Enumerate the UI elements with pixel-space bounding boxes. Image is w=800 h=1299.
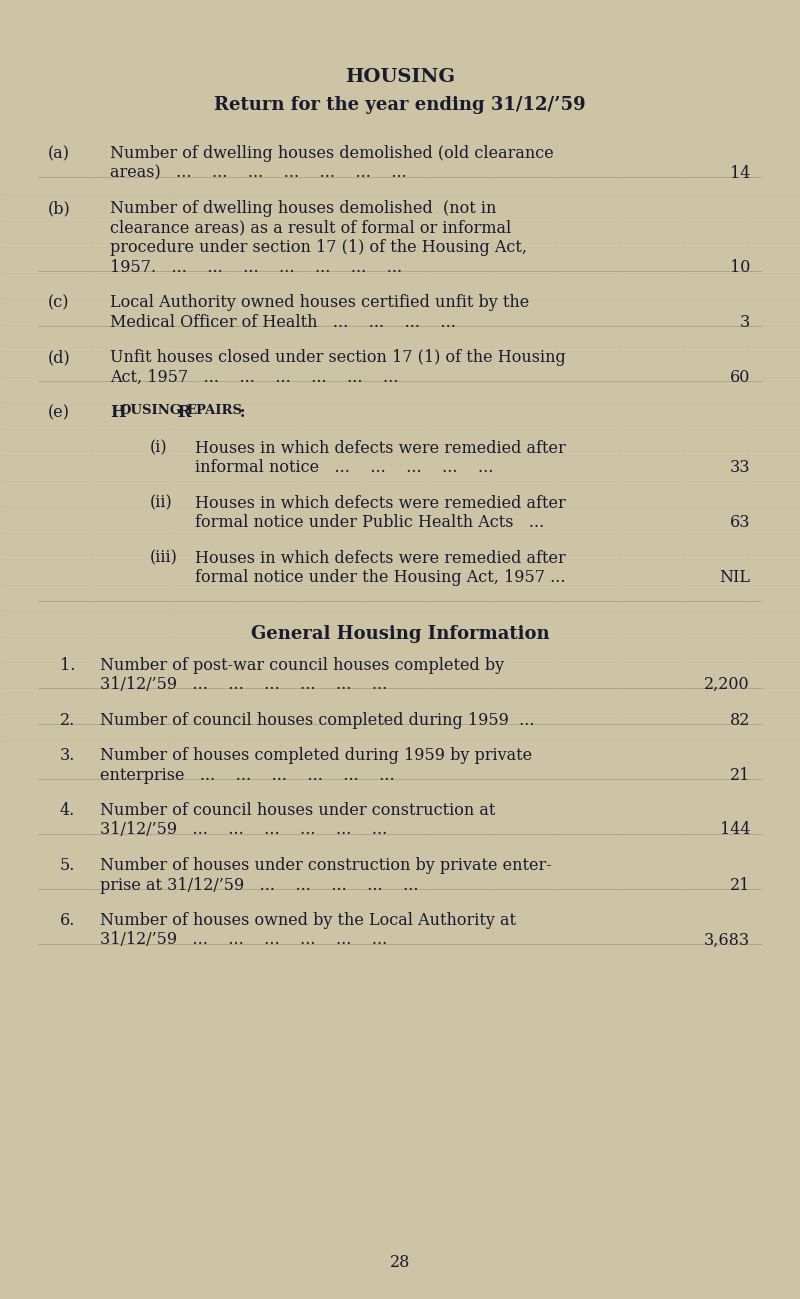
Text: 21: 21 (730, 766, 750, 783)
Text: 2.: 2. (60, 712, 75, 729)
Text: Unfit houses closed under section 17 (1) of the Housing: Unfit houses closed under section 17 (1)… (110, 349, 566, 366)
Text: 4.: 4. (60, 801, 75, 818)
Text: (a): (a) (48, 145, 70, 162)
Text: Number of council houses under construction at: Number of council houses under construct… (100, 801, 495, 818)
Text: 28: 28 (390, 1254, 410, 1270)
Text: Houses in which defects were remedied after: Houses in which defects were remedied af… (195, 495, 566, 512)
Text: 144: 144 (719, 821, 750, 838)
Text: H: H (110, 404, 126, 421)
Text: Local Authority owned houses certified unfit by the: Local Authority owned houses certified u… (110, 294, 530, 310)
Text: Houses in which defects were remedied after: Houses in which defects were remedied af… (195, 439, 566, 456)
Text: HOUSING: HOUSING (345, 68, 455, 86)
Text: 3: 3 (740, 313, 750, 330)
Text: 5.: 5. (60, 857, 75, 874)
Text: formal notice under the Housing Act, 1957 ...: formal notice under the Housing Act, 195… (195, 569, 566, 586)
Text: NIL: NIL (719, 569, 750, 586)
Text: (c): (c) (48, 294, 70, 310)
Text: 21: 21 (730, 877, 750, 894)
Text: Number of dwelling houses demolished (old clearance: Number of dwelling houses demolished (ol… (110, 145, 554, 162)
Text: (e): (e) (48, 404, 70, 421)
Text: 3,683: 3,683 (704, 931, 750, 948)
Text: formal notice under Public Health Acts   ...: formal notice under Public Health Acts .… (195, 514, 544, 531)
Text: Number of council houses completed during 1959  ...: Number of council houses completed durin… (100, 712, 534, 729)
Text: :: : (234, 404, 246, 421)
Text: areas)   ...    ...    ...    ...    ...    ...    ...: areas) ... ... ... ... ... ... ... (110, 165, 406, 182)
Text: OUSING: OUSING (120, 404, 182, 417)
Text: (i): (i) (150, 439, 168, 456)
Text: 60: 60 (730, 369, 750, 386)
Text: 3.: 3. (60, 747, 75, 764)
Text: EPAIRS: EPAIRS (186, 404, 242, 417)
Text: informal notice   ...    ...    ...    ...    ...: informal notice ... ... ... ... ... (195, 459, 494, 475)
Text: (b): (b) (48, 200, 70, 217)
Text: Number of dwelling houses demolished  (not in: Number of dwelling houses demolished (no… (110, 200, 496, 217)
Text: Houses in which defects were remedied after: Houses in which defects were remedied af… (195, 549, 566, 566)
Text: 31/12/’59   ...    ...    ...    ...    ...    ...: 31/12/’59 ... ... ... ... ... ... (100, 821, 387, 838)
Text: Number of houses completed during 1959 by private: Number of houses completed during 1959 b… (100, 747, 532, 764)
Text: R: R (172, 404, 191, 421)
Text: Number of houses owned by the Local Authority at: Number of houses owned by the Local Auth… (100, 912, 516, 929)
Text: 31/12/’59   ...    ...    ...    ...    ...    ...: 31/12/’59 ... ... ... ... ... ... (100, 931, 387, 948)
Text: enterprise   ...    ...    ...    ...    ...    ...: enterprise ... ... ... ... ... ... (100, 766, 394, 783)
Text: 14: 14 (730, 165, 750, 182)
Text: Number of houses under construction by private enter-: Number of houses under construction by p… (100, 857, 552, 874)
Text: General Housing Information: General Housing Information (250, 625, 550, 643)
Text: procedure under section 17 (1) of the Housing Act,: procedure under section 17 (1) of the Ho… (110, 239, 527, 256)
Text: Return for the year ending 31/12/’59: Return for the year ending 31/12/’59 (214, 96, 586, 114)
Text: (ii): (ii) (150, 495, 173, 512)
Text: (iii): (iii) (150, 549, 178, 566)
Text: (d): (d) (48, 349, 70, 366)
Text: Medical Officer of Health   ...    ...    ...    ...: Medical Officer of Health ... ... ... ..… (110, 313, 456, 330)
Text: 33: 33 (730, 459, 750, 475)
Text: 1957.   ...    ...    ...    ...    ...    ...    ...: 1957. ... ... ... ... ... ... ... (110, 259, 402, 275)
Text: Act, 1957   ...    ...    ...    ...    ...    ...: Act, 1957 ... ... ... ... ... ... (110, 369, 398, 386)
Text: 10: 10 (730, 259, 750, 275)
Text: 6.: 6. (60, 912, 75, 929)
Text: 31/12/’59   ...    ...    ...    ...    ...    ...: 31/12/’59 ... ... ... ... ... ... (100, 675, 387, 692)
Text: 82: 82 (730, 712, 750, 729)
Text: 2,200: 2,200 (704, 675, 750, 692)
Text: 63: 63 (730, 514, 750, 531)
Text: Number of post-war council houses completed by: Number of post-war council houses comple… (100, 656, 504, 673)
Text: prise at 31/12/’59   ...    ...    ...    ...    ...: prise at 31/12/’59 ... ... ... ... ... (100, 877, 418, 894)
Text: clearance areas) as a result of formal or informal: clearance areas) as a result of formal o… (110, 220, 511, 236)
Text: 1.: 1. (60, 656, 75, 673)
